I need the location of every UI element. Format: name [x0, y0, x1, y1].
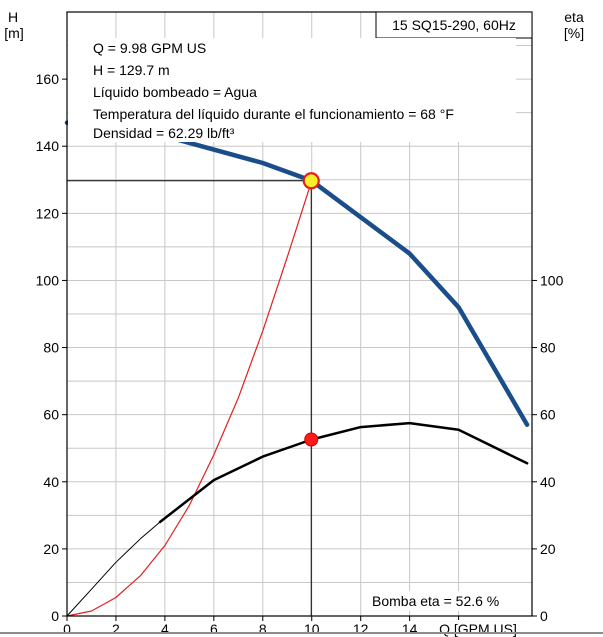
chart-title: 15 SQ15-290, 60Hz — [392, 17, 516, 33]
x-axis-label: Q [GPM US] — [439, 621, 517, 637]
x-tick-label: 6 — [210, 621, 218, 637]
info-backing — [68, 38, 516, 142]
x-tick-label: 10 — [304, 621, 320, 637]
info-line: H = 129.7 m — [93, 62, 170, 78]
y-left-tick-label: 100 — [36, 272, 60, 288]
duty-point-head-marker — [302, 172, 320, 190]
eta-note: Bomba eta = 52.6 % — [372, 593, 499, 609]
y-left-tick-label: 120 — [36, 205, 60, 221]
title-box — [375, 11, 533, 39]
x-tick-label: 0 — [63, 621, 71, 637]
info-group: Q = 9.98 GPM US H = 129.7 m Líquido bombea… — [68, 38, 524, 611]
y-left-label: H — [8, 9, 18, 25]
efficiency-thin-line — [66, 521, 161, 617]
info-line: Temperatura del líquido durante el funci… — [93, 106, 454, 122]
info-line: Q = 9.98 GPM US — [93, 40, 206, 56]
system-curve-line — [66, 180, 313, 617]
y-left-tick-label: 80 — [43, 340, 59, 356]
y-left-tick-label: 140 — [36, 138, 60, 154]
y-right-label: eta — [564, 9, 584, 25]
x-tick-label: 8 — [259, 621, 267, 637]
y-right-tick-label: 0 — [540, 608, 548, 624]
plot-frame — [66, 11, 533, 617]
y-right-tick-label: 40 — [540, 474, 556, 490]
x-tick-label: 2 — [112, 621, 120, 637]
y-left-tick-label: 20 — [43, 541, 59, 557]
x-tick-label: 12 — [353, 621, 369, 637]
y-right-tick-label: 20 — [540, 541, 556, 557]
x-tick-label: 4 — [161, 621, 169, 637]
y-left-tick-label: 160 — [36, 71, 60, 87]
y-left-tick-label: 40 — [43, 474, 59, 490]
info-line: Líquido bombeado = Agua — [93, 84, 257, 100]
y-right-tick-label: 100 — [540, 272, 564, 288]
y-right-tick-label: 60 — [540, 407, 556, 423]
y-left-tick-label: 0 — [51, 608, 59, 624]
y-right-tick-label: 80 — [540, 340, 556, 356]
y-left-tick-label: 60 — [43, 407, 59, 423]
y-right-unit: [%] — [564, 25, 584, 41]
efficiency-thick-line — [158, 421, 529, 524]
duty-point-group — [67, 172, 320, 616]
y-left-unit: [m] — [4, 25, 23, 41]
eta-note-backing — [366, 591, 524, 611]
duty-point-eta-marker — [304, 432, 319, 447]
x-tick-label: 14 — [402, 621, 418, 637]
info-line: Densidad = 62.29 lb/ft³ — [93, 125, 235, 141]
bottom-rule — [0, 632, 603, 634]
